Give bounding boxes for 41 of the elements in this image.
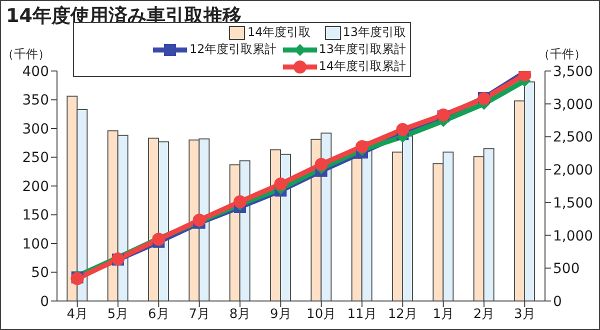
y-tick-label: 300 [22, 121, 49, 138]
y2-tick-label: 2,500 [553, 130, 594, 146]
y2-tick-label: 3,500 [553, 64, 594, 80]
point [234, 195, 246, 208]
x-tick-label: 5月 [107, 307, 129, 322]
x-tick-label: 8月 [229, 307, 251, 322]
x-tick-label: 3月 [514, 307, 536, 322]
y2-tick-label: 1,000 [553, 228, 594, 244]
legend-label: 13年度引取 [342, 25, 406, 39]
x-tick-label: 4月 [66, 307, 88, 322]
y2-tick-label: 0 [553, 294, 562, 310]
y2-tick-label: 500 [553, 261, 580, 278]
x-tick-label: 10月 [306, 307, 336, 322]
y2-tick-label: 3,000 [553, 96, 594, 113]
y-tick-label: 250 [22, 150, 49, 166]
x-tick-label: 6月 [148, 307, 170, 322]
x-tick-label: 12月 [388, 307, 418, 322]
y-tick-label: 350 [22, 92, 49, 109]
y-tick-label: 0 [40, 294, 49, 310]
y-tick-label: 100 [22, 236, 49, 252]
y2-tick-label: 1,500 [553, 195, 594, 212]
y-tick-label: 400 [22, 64, 49, 80]
x-tick-label: 2月 [473, 307, 495, 322]
x-tick-label: 1月 [432, 307, 454, 322]
y-tick-label: 150 [22, 208, 49, 224]
legend-label: 12年度引取累計 [188, 42, 277, 56]
y-tick-label: 200 [22, 178, 49, 195]
point [274, 178, 288, 191]
x-tick-label: 11月 [347, 307, 377, 322]
point [396, 122, 410, 136]
x-tick-label: 9月 [270, 307, 292, 322]
y2-axis-title: （千件） [538, 46, 586, 63]
point [314, 158, 328, 171]
point [356, 140, 368, 154]
y-tick-label: 50 [31, 265, 49, 282]
y-axis-title: （千件） [2, 46, 50, 63]
legend-label: 14年度引取累計 [318, 59, 406, 73]
legend-label: 14年度引取 [247, 25, 311, 39]
legend-label: 13年度引取累計 [318, 42, 406, 56]
x-tick-label: 7月 [188, 307, 210, 322]
y2-tick-label: 2,000 [553, 162, 594, 179]
